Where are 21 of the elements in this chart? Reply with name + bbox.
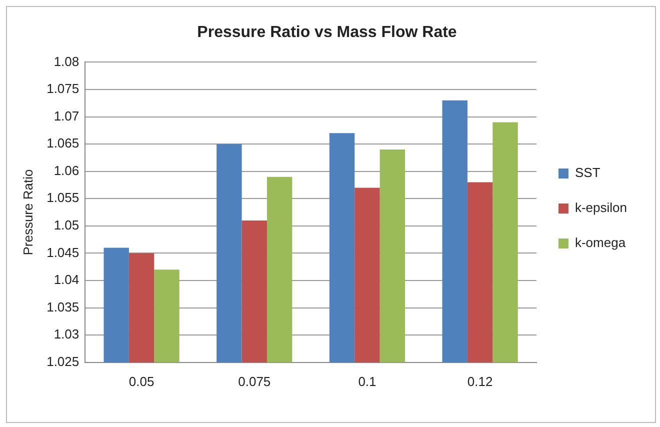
y-tick-label: 1.055 bbox=[46, 190, 80, 206]
y-tick-label: 1.07 bbox=[54, 108, 80, 124]
y-tick-label: 1.045 bbox=[46, 244, 80, 260]
x-tick-label: 0.075 bbox=[238, 374, 271, 389]
y-tick-label: 1.035 bbox=[46, 299, 80, 314]
x-tick-label: 0.1 bbox=[358, 374, 376, 389]
x-tick-label: 0.05 bbox=[128, 374, 154, 389]
y-tick-label: 1.065 bbox=[46, 136, 80, 151]
y-tick-label: 1.025 bbox=[46, 354, 80, 369]
y-tick-label: 1.04 bbox=[54, 272, 80, 288]
x-tick-label: 0.12 bbox=[467, 374, 493, 389]
legend-label: k-omega bbox=[574, 235, 626, 250]
legend-label: SST bbox=[574, 165, 600, 180]
y-tick-label: 1.03 bbox=[54, 326, 80, 342]
legend-label: k-epsilon bbox=[574, 200, 628, 216]
y-tick-label: 1.075 bbox=[46, 81, 80, 96]
y-tick-label: 1.06 bbox=[54, 162, 80, 178]
y-axis-title: Pressure Ratio bbox=[20, 169, 36, 256]
y-tick-label: 1.08 bbox=[54, 54, 80, 69]
y-tick-label: 1.05 bbox=[54, 218, 80, 233]
chart-title: Pressure Ratio vs Mass Flow Rate bbox=[197, 24, 457, 42]
